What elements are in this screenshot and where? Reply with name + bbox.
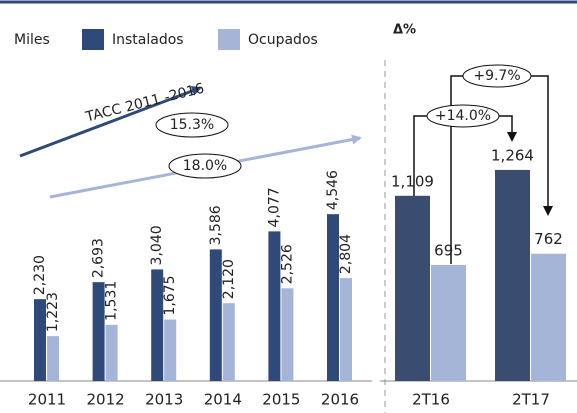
- bar: [531, 253, 566, 381]
- annotation: +9.7%: [473, 68, 520, 84]
- data-label: 3,586: [208, 205, 224, 245]
- data-label: 2,526: [279, 244, 295, 284]
- annotation-ellipse: [462, 64, 532, 88]
- annotation-ellipse: [426, 104, 500, 128]
- data-label: 4,077: [266, 187, 282, 227]
- data-label: 762: [534, 230, 563, 248]
- legend-swatch: [82, 29, 104, 50]
- data-label: 1,109: [391, 172, 434, 190]
- bar: [495, 169, 530, 381]
- legend-label: Instalados: [112, 32, 184, 48]
- x-tick-label: 2015: [262, 391, 300, 409]
- data-label: 1,531: [104, 281, 120, 321]
- bar: [34, 299, 46, 381]
- bar: [92, 282, 105, 381]
- data-label: 2,120: [221, 259, 237, 299]
- x-tick-label: 2012: [87, 391, 125, 409]
- data-label: 2,804: [338, 234, 354, 274]
- annotation: 18.0%: [183, 158, 227, 174]
- data-label: 4,546: [325, 170, 341, 210]
- bar: [431, 264, 466, 381]
- bar: [340, 278, 352, 381]
- bar: [209, 249, 222, 381]
- data-label: 1,223: [45, 292, 61, 332]
- unit-label: Miles: [14, 32, 50, 48]
- delta-title: Δ%: [393, 23, 416, 38]
- legend-label: Ocupados: [248, 32, 318, 48]
- data-label: 2,230: [32, 255, 48, 295]
- x-tick-label: 2014: [204, 391, 242, 409]
- bar: [395, 195, 430, 381]
- x-tick-label: 2T17: [512, 391, 550, 409]
- annotation-ellipse: [168, 153, 242, 179]
- bar: [327, 214, 339, 381]
- x-tick-label: 2T16: [412, 391, 450, 409]
- x-tick-label: 2016: [321, 391, 359, 409]
- bar: [268, 231, 281, 381]
- x-tick-label: 2011: [28, 391, 66, 409]
- x-tick-label: 2013: [145, 391, 183, 409]
- annotation-ellipse: [155, 112, 229, 138]
- trend-arrow: [19, 86, 202, 158]
- data-label: 3,040: [149, 225, 165, 265]
- bar: [47, 336, 59, 381]
- data-label: 695: [434, 241, 463, 259]
- bar: [164, 319, 177, 381]
- legend-swatch: [218, 29, 240, 50]
- data-label: 1,264: [491, 146, 534, 164]
- annotation: +14.0%: [435, 108, 491, 124]
- data-label: 1,675: [162, 275, 178, 315]
- annotation: 15.3%: [170, 117, 214, 133]
- bar: [281, 288, 294, 381]
- bar: [222, 303, 235, 381]
- bar: [151, 269, 164, 381]
- bar: [105, 324, 118, 381]
- data-label: 2,693: [91, 238, 107, 278]
